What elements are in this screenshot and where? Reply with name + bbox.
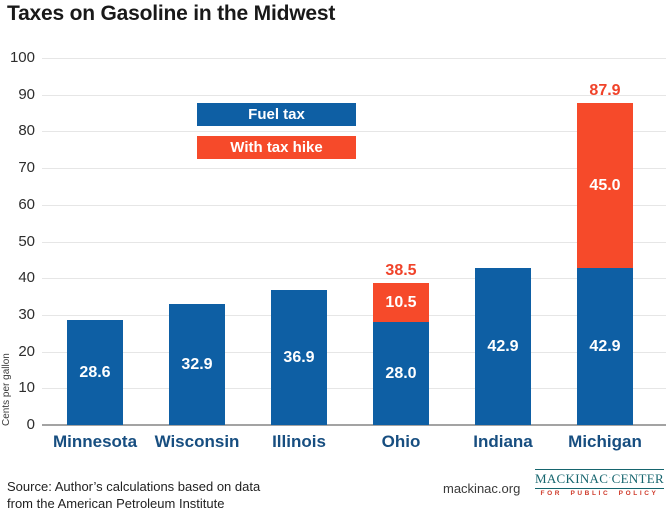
mackinac-center-logo: MACKINAC CENTER FOR PUBLIC POLICY — [535, 469, 664, 497]
y-tick-label-40: 40 — [18, 269, 35, 286]
logo-rule-bottom — [535, 488, 664, 489]
legend-fuel-tax: Fuel tax — [197, 103, 356, 126]
logo-rule-top — [535, 469, 664, 470]
bar-fuel-tax-indiana — [475, 268, 531, 425]
bar-value-tax-hike-michigan: 45.0 — [589, 177, 621, 194]
logo-wordmark: MACKINAC CENTER — [535, 470, 664, 488]
bar-fuel-tax-minnesota — [67, 320, 123, 425]
bar-fuel-tax-wisconsin — [169, 304, 225, 425]
y-gridline-70 — [42, 168, 666, 169]
logo-tagline: FOR PUBLIC POLICY — [540, 490, 659, 497]
footer: Source: Author’s calculations based on d… — [0, 460, 666, 515]
bar-tax-hike-michigan — [577, 103, 633, 268]
bar-value-tax-hike-ohio: 10.5 — [385, 294, 417, 311]
legend-fuel-tax-label: Fuel tax — [248, 106, 305, 123]
bar-total-label-michigan: 87.9 — [589, 82, 621, 99]
source-note: Source: Author’s calculations based on d… — [7, 478, 260, 512]
x-axis-label-ohio: Ohio — [381, 432, 421, 451]
y-gridline-60 — [42, 205, 666, 206]
x-axis-label-illinois: Illinois — [272, 432, 326, 451]
y-gridline-80 — [42, 131, 666, 132]
y-tick-label-20: 20 — [18, 343, 35, 360]
bar-fuel-tax-illinois — [271, 290, 327, 425]
bar-value-fuel-tax-minnesota: 28.6 — [79, 364, 111, 381]
y-gridline-30 — [42, 315, 666, 316]
y-gridline-90 — [42, 95, 666, 96]
legend-tax-hike-label: With tax hike — [230, 139, 323, 156]
y-tick-label-80: 80 — [18, 122, 35, 139]
source-line-1: Source: Author’s calculations based on d… — [7, 479, 261, 494]
y-tick-label-50: 50 — [18, 233, 35, 250]
y-gridline-20 — [42, 352, 666, 353]
chart-title: Taxes on Gasoline in the Midwest — [7, 2, 336, 25]
bar-fuel-tax-ohio — [373, 322, 429, 425]
michigan-state-icon — [609, 476, 611, 478]
x-axis-label-michigan: Michigan — [568, 432, 642, 451]
x-axis-label-indiana: Indiana — [473, 432, 533, 451]
x-axis-label-wisconsin: Wisconsin — [154, 432, 240, 451]
bar-tax-hike-ohio — [373, 283, 429, 322]
logo-text-center: CENTER — [611, 471, 664, 486]
x-axis-line — [42, 424, 666, 426]
y-gridline-100 — [42, 58, 666, 59]
bar-total-label-ohio: 38.5 — [385, 262, 417, 279]
y-tick-label-70: 70 — [18, 159, 35, 176]
bar-value-fuel-tax-illinois: 36.9 — [283, 349, 315, 366]
bar-value-fuel-tax-indiana: 42.9 — [487, 338, 519, 355]
y-gridline-10 — [42, 388, 666, 389]
bar-fuel-tax-michigan — [577, 268, 633, 425]
x-axis-label-minnesota: Minnesota — [52, 432, 138, 451]
logo-text-mackinac: MACKINAC — [535, 471, 609, 486]
y-tick-label-60: 60 — [18, 196, 35, 213]
website-url: mackinac.org — [443, 481, 521, 496]
y-tick-label-10: 10 — [18, 379, 35, 396]
y-gridline-40 — [42, 278, 666, 279]
source-line-2: from the American Petroleum Institute — [7, 496, 225, 511]
legend-tax-hike: With tax hike — [197, 136, 356, 159]
y-tick-label-90: 90 — [18, 86, 35, 103]
y-tick-label-30: 30 — [18, 306, 35, 323]
y-tick-label-100: 100 — [9, 49, 35, 66]
y-tick-label-0: 0 — [26, 416, 35, 433]
bar-value-fuel-tax-ohio: 28.0 — [385, 365, 417, 382]
bar-value-fuel-tax-wisconsin: 32.9 — [181, 356, 213, 373]
bar-value-fuel-tax-michigan: 42.9 — [589, 338, 621, 355]
chart-area: Cents per gallon Fuel tax With tax hike … — [1, 49, 666, 451]
y-gridline-50 — [42, 242, 666, 243]
